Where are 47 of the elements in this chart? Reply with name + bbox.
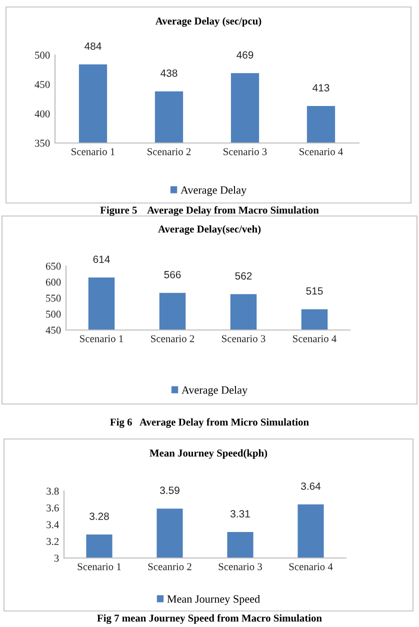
x-tick-label: Scenario 4 xyxy=(289,563,333,570)
y-tick-label: 350 xyxy=(35,140,50,147)
data-label: 566 xyxy=(164,270,181,278)
legend-label: Average Delay xyxy=(182,386,248,396)
data-label: 562 xyxy=(235,272,252,280)
data-label: 3.28 xyxy=(90,512,109,520)
x-tick-label: Scenario 2 xyxy=(151,335,194,342)
data-label: 438 xyxy=(160,69,178,77)
data-label: 469 xyxy=(236,51,254,59)
x-tick-label: Scenario 3 xyxy=(218,563,262,570)
x-tick-label: Scenario 3 xyxy=(224,148,267,156)
data-label: 484 xyxy=(84,42,102,50)
x-tick-label: Scenario 3 xyxy=(222,335,266,342)
y-tick-label: 3.8 xyxy=(46,488,59,495)
y-tick-label: 3 xyxy=(54,554,59,562)
caption: Figure 5 Average Delay from Macro Simulation xyxy=(100,206,319,216)
y-tick-label: 400 xyxy=(34,110,50,118)
data-label: 3.59 xyxy=(160,486,180,494)
y-tick-label: 550 xyxy=(46,294,61,302)
caption: Fig 6 Average Delay from Micro Simulation xyxy=(110,418,309,428)
chart-title: Average Delay (sec/pcu) xyxy=(155,17,262,27)
x-tick-label: Scenario 4 xyxy=(293,335,336,342)
data-label: 3.31 xyxy=(230,510,250,518)
y-tick-label: 3.6 xyxy=(46,504,59,512)
x-tick-label: Scenario 2 xyxy=(148,148,191,156)
x-tick-label: Scenario 1 xyxy=(78,563,121,570)
y-tick-label: 500 xyxy=(35,52,50,59)
caption: Fig 7 mean Journey Speed from Macro Simulation xyxy=(97,614,322,624)
y-tick-label: 450 xyxy=(34,81,50,88)
x-tick-label: Scenario 4 xyxy=(300,148,343,156)
data-label: 3.64 xyxy=(301,482,321,490)
x-tick-label: Scenario 1 xyxy=(80,335,123,342)
x-tick-label: Sceanrio 2 xyxy=(148,563,192,570)
y-tick-label: 650 xyxy=(46,262,61,270)
y-tick-label: 3.4 xyxy=(46,521,59,528)
data-label: 614 xyxy=(93,256,110,263)
data-label: 515 xyxy=(306,287,323,295)
legend-label: Average Delay xyxy=(180,186,247,196)
y-tick-label: 600 xyxy=(46,278,61,286)
chart-title: Average Delay(sec/veh) xyxy=(158,225,261,235)
y-tick-label: 3.2 xyxy=(46,538,59,546)
legend-label: Mean Journey Speed xyxy=(167,594,260,606)
chart-title: Mean Journey Speed(kph) xyxy=(150,449,268,459)
data-label: 413 xyxy=(312,84,330,92)
y-tick-label: 500 xyxy=(46,310,61,318)
x-tick-label: Scenario 1 xyxy=(72,148,115,156)
y-tick-label: 450 xyxy=(46,326,61,334)
